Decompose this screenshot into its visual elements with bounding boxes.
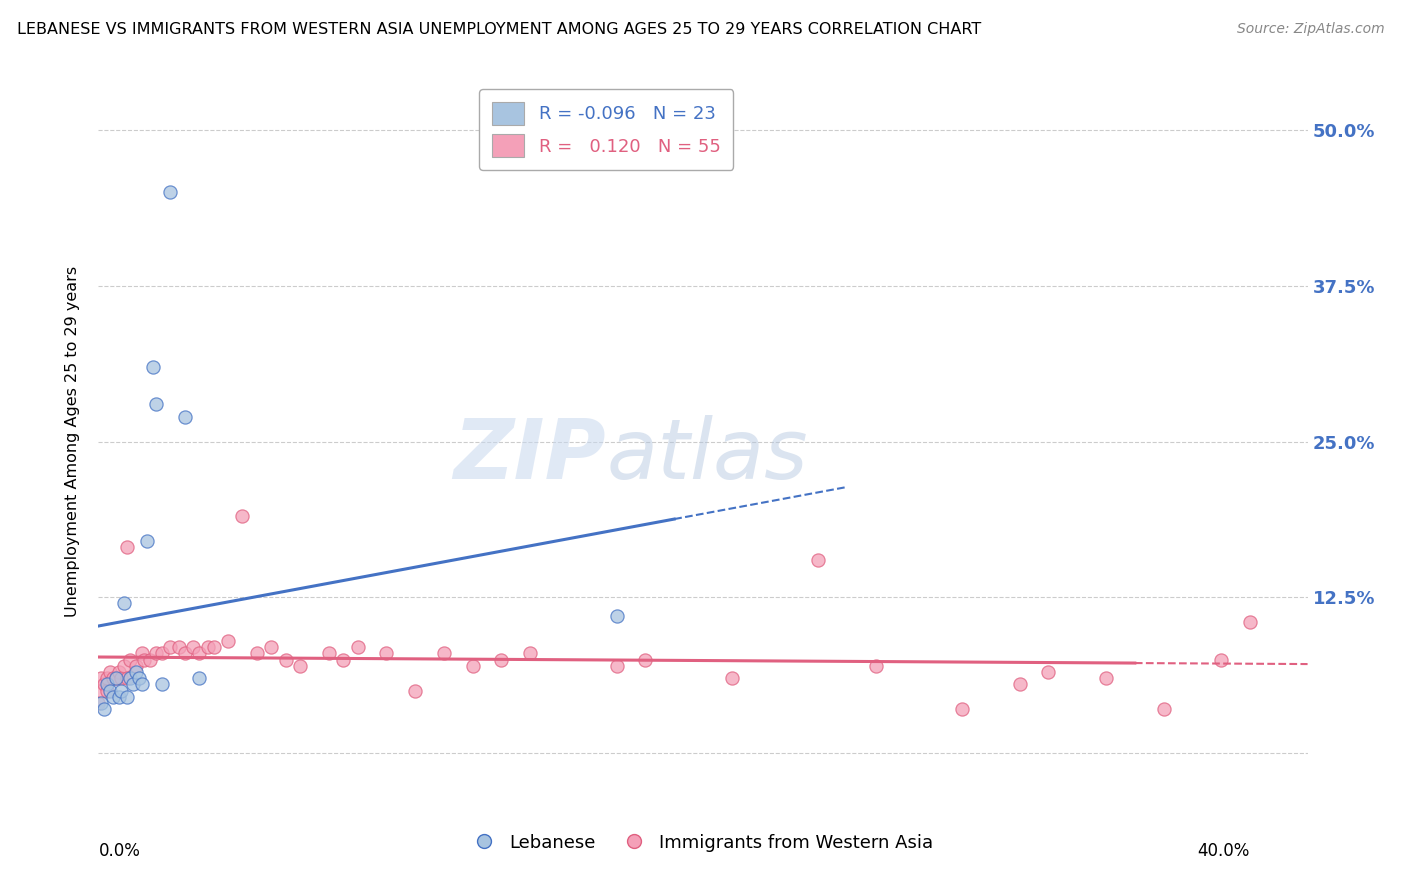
- Point: [107, 690, 129, 704]
- Point: [90, 671, 112, 685]
- Point: [231, 509, 253, 524]
- Point: [104, 671, 127, 685]
- Point: [188, 646, 211, 660]
- Point: [950, 702, 973, 716]
- Point: [104, 671, 127, 685]
- Text: ZIP: ZIP: [454, 416, 606, 497]
- Point: [96, 671, 118, 685]
- Point: [159, 640, 181, 654]
- Point: [1095, 671, 1118, 685]
- Point: [115, 690, 138, 704]
- Point: [96, 683, 118, 698]
- Point: [865, 658, 887, 673]
- Point: [491, 652, 513, 666]
- Point: [93, 677, 115, 691]
- Point: [96, 677, 118, 691]
- Point: [634, 652, 657, 666]
- Point: [107, 665, 129, 679]
- Point: [110, 683, 132, 698]
- Point: [115, 671, 138, 685]
- Point: [461, 658, 484, 673]
- Point: [260, 640, 283, 654]
- Point: [606, 658, 628, 673]
- Point: [375, 646, 398, 660]
- Point: [150, 677, 173, 691]
- Point: [131, 677, 153, 691]
- Point: [173, 646, 195, 660]
- Point: [139, 652, 162, 666]
- Text: Source: ZipAtlas.com: Source: ZipAtlas.com: [1237, 22, 1385, 37]
- Point: [125, 665, 148, 679]
- Point: [128, 671, 150, 685]
- Point: [217, 633, 239, 648]
- Text: 0.0%: 0.0%: [98, 842, 141, 860]
- Point: [318, 646, 340, 660]
- Text: atlas: atlas: [606, 416, 808, 497]
- Point: [131, 646, 153, 660]
- Point: [145, 646, 167, 660]
- Point: [197, 640, 219, 654]
- Point: [120, 652, 142, 666]
- Point: [134, 652, 156, 666]
- Y-axis label: Unemployment Among Ages 25 to 29 years: Unemployment Among Ages 25 to 29 years: [65, 266, 80, 617]
- Point: [101, 690, 124, 704]
- Point: [1211, 652, 1233, 666]
- Point: [606, 609, 628, 624]
- Point: [274, 652, 297, 666]
- Point: [404, 683, 426, 698]
- Point: [159, 186, 181, 200]
- Point: [519, 646, 541, 660]
- Point: [112, 658, 135, 673]
- Point: [1239, 615, 1261, 630]
- Point: [150, 646, 173, 660]
- Point: [807, 553, 830, 567]
- Point: [120, 671, 142, 685]
- Point: [720, 671, 742, 685]
- Point: [98, 665, 121, 679]
- Legend: Lebanese, Immigrants from Western Asia: Lebanese, Immigrants from Western Asia: [465, 826, 941, 859]
- Point: [1008, 677, 1031, 691]
- Point: [90, 683, 112, 698]
- Point: [346, 640, 368, 654]
- Text: LEBANESE VS IMMIGRANTS FROM WESTERN ASIA UNEMPLOYMENT AMONG AGES 25 TO 29 YEARS : LEBANESE VS IMMIGRANTS FROM WESTERN ASIA…: [17, 22, 981, 37]
- Point: [433, 646, 456, 660]
- Point: [202, 640, 225, 654]
- Point: [167, 640, 190, 654]
- Point: [136, 534, 159, 549]
- Point: [188, 671, 211, 685]
- Point: [183, 640, 205, 654]
- Point: [288, 658, 311, 673]
- Point: [173, 409, 195, 424]
- Point: [115, 541, 138, 555]
- Point: [145, 397, 167, 411]
- Point: [98, 683, 121, 698]
- Text: 40.0%: 40.0%: [1198, 842, 1250, 860]
- Point: [125, 658, 148, 673]
- Point: [110, 671, 132, 685]
- Point: [87, 696, 110, 710]
- Point: [1038, 665, 1060, 679]
- Point: [90, 696, 112, 710]
- Point: [142, 359, 165, 374]
- Point: [332, 652, 354, 666]
- Point: [1153, 702, 1175, 716]
- Point: [93, 702, 115, 716]
- Point: [112, 597, 135, 611]
- Point: [122, 677, 145, 691]
- Point: [101, 671, 124, 685]
- Point: [246, 646, 269, 660]
